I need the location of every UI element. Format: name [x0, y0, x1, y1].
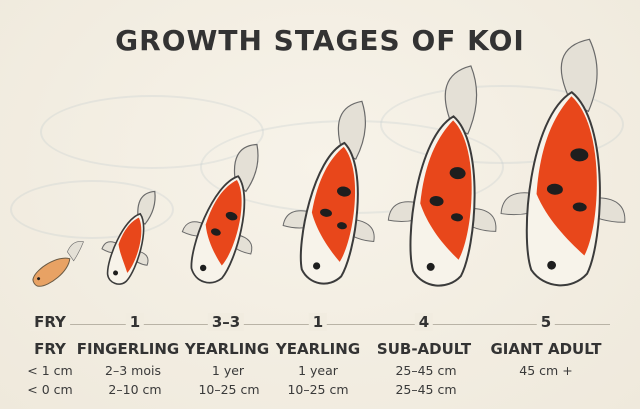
stage-size: 25–45 cm [395, 382, 457, 397]
stage-name: FINGERLING [76, 340, 180, 358]
water-ripple [10, 180, 174, 239]
stage-number: FRY [30, 313, 70, 331]
koi-fingerling-icon [101, 190, 156, 285]
page-title: GROWTH STAGES OF KOI [115, 24, 525, 57]
stage-name: SUB-ADULT [376, 340, 472, 358]
koi-subadult-icon [387, 65, 497, 287]
stage-number: 4 [414, 313, 434, 331]
koi-yearling-icon [282, 100, 375, 285]
stage-name: FRY [34, 340, 66, 358]
koi-yearling-icon [181, 143, 259, 284]
stage-number: 1 [125, 313, 145, 331]
stage-name: GIANT ADULT [490, 340, 602, 358]
koi-fry-icon [32, 241, 84, 287]
stage-number: 5 [536, 313, 556, 331]
stage-size: 10–25 cm [198, 382, 260, 397]
stage-age: < 1 cm [27, 363, 73, 378]
stage-size: < 0 cm [27, 382, 73, 397]
stage-name: YEARLING [275, 340, 361, 358]
stage-age: 45 cm + [519, 363, 573, 378]
stage-age: 2–3 mois [105, 363, 161, 378]
stage-number: 1 [308, 313, 328, 331]
stage-name: YEARLING [184, 340, 270, 358]
stage-size: 10–25 cm [287, 382, 349, 397]
stage-size: 2–10 cm [108, 382, 162, 397]
stage-age: 25–45 cm [395, 363, 457, 378]
stage-number: 3–3 [207, 313, 245, 331]
koi-giant-adult-icon [500, 38, 626, 287]
water-ripple [380, 85, 624, 164]
stage-age: 1 yer [211, 363, 245, 378]
stage-age: 1 year [298, 363, 338, 378]
